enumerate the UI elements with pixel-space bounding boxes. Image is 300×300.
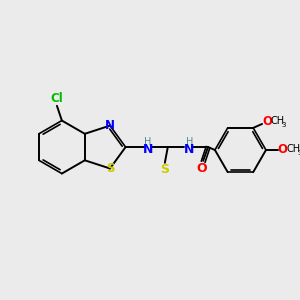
- Text: S: S: [160, 163, 169, 176]
- Text: S: S: [106, 162, 114, 175]
- Text: H: H: [145, 137, 152, 147]
- Text: H: H: [186, 137, 193, 147]
- Text: CH: CH: [286, 144, 300, 154]
- Text: 3: 3: [281, 122, 286, 128]
- Text: O: O: [278, 142, 288, 155]
- Text: Cl: Cl: [51, 92, 63, 106]
- Text: N: N: [184, 142, 195, 155]
- Text: N: N: [105, 119, 115, 132]
- Text: O: O: [197, 162, 208, 175]
- Text: 3: 3: [297, 150, 300, 156]
- Text: O: O: [262, 115, 272, 128]
- Text: CH: CH: [271, 116, 285, 126]
- Text: N: N: [143, 142, 153, 155]
